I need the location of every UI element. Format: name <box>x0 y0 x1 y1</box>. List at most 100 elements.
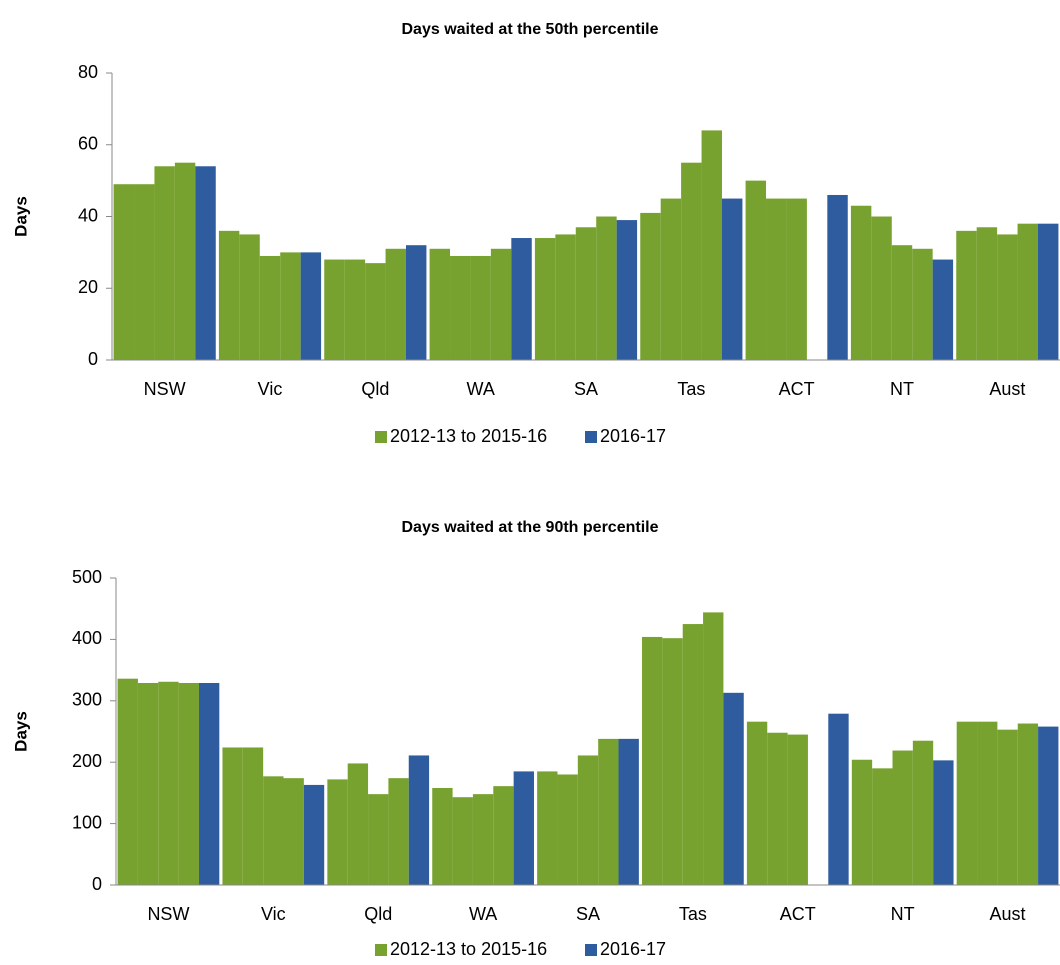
bar <box>745 180 767 360</box>
bar <box>933 760 954 885</box>
bar <box>746 721 768 885</box>
x-tick-label: Aust <box>990 904 1026 924</box>
bar <box>408 755 430 885</box>
x-tick-label: Vic <box>258 379 283 399</box>
bar <box>534 238 556 360</box>
legend-label: 2012-13 to 2015-16 <box>390 426 547 446</box>
legend-label: 2012-13 to 2015-16 <box>390 939 547 959</box>
x-tick-label: Aust <box>989 379 1025 399</box>
bar <box>1017 723 1039 885</box>
bar <box>450 255 471 360</box>
bar <box>1017 223 1038 360</box>
x-tick-label: ACT <box>780 904 816 924</box>
bar <box>575 227 597 360</box>
legend-swatch <box>585 944 597 956</box>
bar <box>239 234 260 360</box>
bar <box>470 255 491 360</box>
y-tick-label: 100 <box>72 812 102 832</box>
bar <box>432 787 453 885</box>
bar <box>723 692 744 885</box>
x-tick-label: NSW <box>144 379 186 399</box>
bar <box>662 638 683 885</box>
bar <box>871 216 892 360</box>
bar <box>490 248 512 360</box>
bar <box>997 729 1018 885</box>
bar <box>452 797 473 885</box>
x-tick-label: Tas <box>677 379 705 399</box>
chart-title: Days waited at the 50th percentile <box>402 21 659 38</box>
y-tick-label: 0 <box>92 874 102 894</box>
bar <box>640 212 661 360</box>
legend-swatch <box>375 944 387 956</box>
bar <box>850 205 872 360</box>
bar <box>117 678 138 885</box>
bar <box>511 238 532 360</box>
bar <box>721 198 743 360</box>
bar <box>912 248 933 360</box>
y-tick-label: 500 <box>72 567 102 587</box>
x-tick-label: NT <box>890 379 914 399</box>
bar <box>347 763 369 885</box>
bar <box>472 794 494 885</box>
bar <box>537 771 558 885</box>
bar <box>555 234 576 360</box>
bar <box>891 245 913 360</box>
bar <box>598 738 619 885</box>
x-tick-label: WA <box>467 379 495 399</box>
bar <box>596 216 617 360</box>
bar <box>137 682 159 885</box>
bar <box>703 612 724 885</box>
bar <box>892 750 913 885</box>
bar <box>872 768 893 885</box>
y-tick-label: 40 <box>78 205 98 225</box>
bar <box>851 759 873 885</box>
bar <box>195 166 216 360</box>
bar <box>618 738 639 885</box>
bar <box>912 740 934 885</box>
bar <box>198 682 220 885</box>
bar <box>932 259 954 360</box>
bar <box>158 681 179 885</box>
bar <box>766 198 787 360</box>
legend-label: 2016-17 <box>600 426 666 446</box>
y-tick-label: 80 <box>78 62 98 82</box>
bar <box>513 771 534 885</box>
bar <box>303 784 325 885</box>
x-tick-label: Vic <box>261 904 286 924</box>
x-tick-label: SA <box>574 379 598 399</box>
bar <box>827 194 848 360</box>
y-axis-label: Days <box>11 711 30 752</box>
bar <box>956 721 978 885</box>
x-tick-label: Tas <box>679 904 707 924</box>
bar <box>327 779 348 885</box>
bar <box>1038 726 1059 885</box>
bar <box>218 230 240 360</box>
bar <box>977 721 998 885</box>
bar <box>701 130 722 360</box>
bar <box>324 259 345 360</box>
legend-label: 2016-17 <box>600 939 666 959</box>
x-tick-label: NT <box>891 904 915 924</box>
bar <box>786 198 807 360</box>
legend-swatch <box>375 431 387 443</box>
bar <box>388 778 409 885</box>
bar <box>280 252 301 360</box>
bar <box>429 248 451 360</box>
bar <box>828 713 849 885</box>
bar <box>283 778 304 885</box>
y-tick-label: 0 <box>88 349 98 369</box>
bar <box>493 786 514 885</box>
bar <box>642 636 663 885</box>
bar <box>956 230 977 360</box>
x-tick-label: ACT <box>779 379 815 399</box>
bar <box>300 252 322 360</box>
y-tick-label: 300 <box>72 690 102 710</box>
x-tick-label: WA <box>469 904 497 924</box>
bar <box>682 624 704 885</box>
bar <box>997 234 1018 360</box>
bar <box>660 198 682 360</box>
bar <box>134 184 155 360</box>
bar <box>368 794 389 885</box>
bar <box>174 162 196 360</box>
bar <box>178 682 199 885</box>
